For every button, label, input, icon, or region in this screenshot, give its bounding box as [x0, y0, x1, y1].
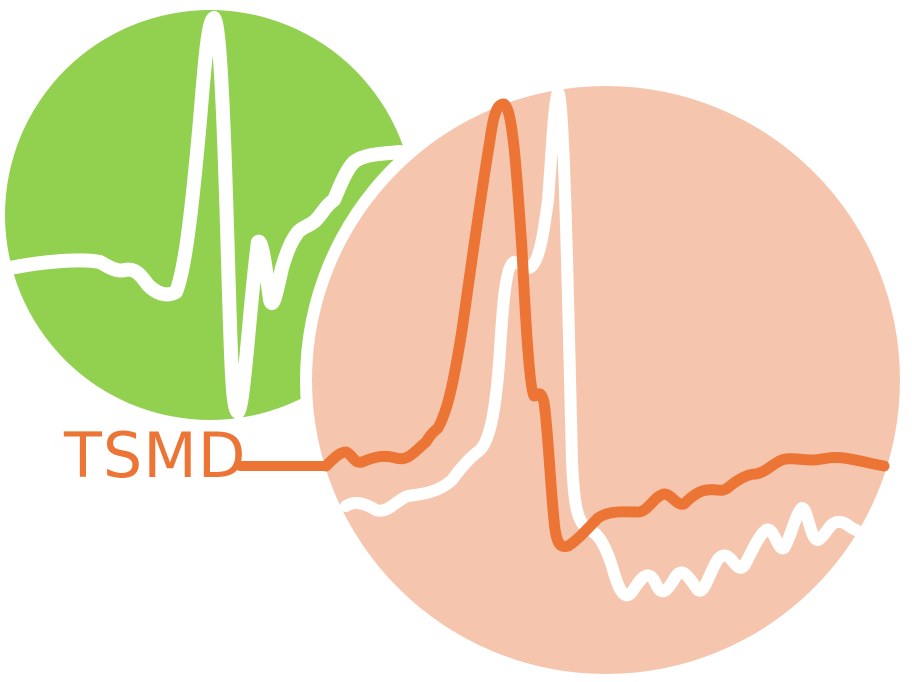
orange-waveform: [320, 98, 890, 552]
peach-circle: [312, 86, 900, 674]
green-waveform-line: [3, 11, 407, 419]
logo-wordmark: TSMD: [64, 419, 247, 492]
